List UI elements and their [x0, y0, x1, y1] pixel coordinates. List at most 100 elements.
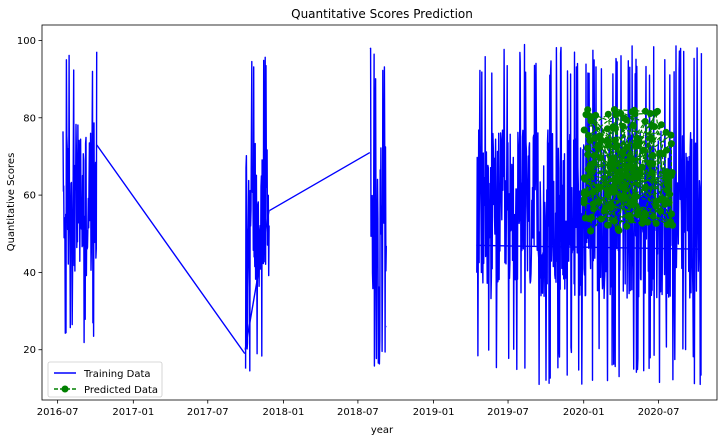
predicted-data-point: [634, 211, 642, 219]
predicted-data-point: [607, 204, 615, 212]
predicted-data-point: [657, 121, 665, 129]
predicted-data-point: [638, 163, 646, 171]
predicted-data-point: [582, 111, 590, 119]
predicted-data-point: [648, 169, 656, 177]
predicted-data-point: [611, 136, 619, 144]
predicted-data-point: [586, 171, 594, 179]
x-tick-label: 2020-07: [638, 407, 680, 418]
predicted-data-point: [644, 218, 651, 226]
predicted-data-point: [619, 122, 627, 130]
predicted-data-point: [659, 150, 667, 158]
legend-label-training: Training Data: [83, 369, 151, 380]
y-tick-label: 60: [23, 191, 36, 202]
predicted-data-point: [624, 143, 631, 151]
predicted-data-point: [596, 183, 604, 191]
x-tick-label: 2018-01: [263, 407, 305, 418]
training-data-connector: [96, 144, 246, 355]
y-tick-label: 40: [23, 268, 36, 279]
x-tick-label: 2017-07: [187, 407, 229, 418]
predicted-data-point: [661, 200, 669, 208]
predicted-data-point: [652, 198, 660, 205]
plot-area: [62, 43, 703, 386]
predicted-data-point: [641, 118, 649, 125]
training-data-connector: [269, 151, 371, 212]
x-tick-label: 2016-07: [37, 407, 79, 418]
x-tick-label: 2019-01: [413, 407, 455, 418]
predicted-data-point: [638, 219, 646, 227]
predicted-data-point: [595, 197, 603, 205]
predicted-data-point: [646, 110, 654, 117]
predicted-data-point: [597, 215, 605, 223]
predicted-data-point: [649, 212, 657, 220]
predicted-data-point: [633, 139, 641, 147]
x-axis-label: year: [371, 425, 394, 436]
plot-frame: [41, 24, 718, 401]
predicted-data-point: [667, 140, 675, 148]
predicted-data-point: [627, 216, 635, 224]
predicted-data-point: [610, 182, 618, 190]
predicted-data-point: [584, 151, 592, 159]
predicted-data-point: [584, 144, 592, 152]
predicted-data-point: [612, 176, 619, 184]
x-tick-label: 2019-07: [487, 407, 529, 418]
chart-title: Quantitative Scores Prediction: [291, 7, 473, 21]
predicted-data-point: [665, 181, 673, 189]
x-tick-label: 2017-01: [112, 407, 154, 418]
y-tick-label: 80: [23, 113, 36, 124]
predicted-data-point: [596, 154, 604, 162]
predicted-data-point: [597, 136, 605, 144]
predicted-data-point: [623, 222, 631, 230]
predicted-data-point: [606, 161, 614, 168]
predicted-data-point: [652, 219, 660, 227]
training-data-connector: [244, 210, 270, 350]
predicted-data-point: [612, 111, 620, 119]
predicted-data-point: [608, 188, 616, 196]
predicted-data-point: [587, 117, 595, 125]
predicted-data-point: [580, 126, 588, 134]
y-axis-label: Quantitative Scores: [6, 153, 17, 252]
training-data-segment: [244, 56, 270, 372]
predicted-data-point: [603, 125, 611, 133]
predicted-data-point: [668, 169, 676, 177]
predicted-data-point: [590, 188, 597, 196]
predicted-data-point: [603, 137, 611, 144]
predicted-data-point: [587, 227, 595, 235]
predicted-data-point: [614, 225, 622, 233]
predicted-data-point: [588, 214, 595, 221]
predicted-data-point: [613, 143, 621, 150]
predicted-data-point: [604, 110, 612, 118]
predicted-data-point: [594, 145, 602, 153]
predicted-data-point: [616, 192, 624, 200]
predicted-data-point: [668, 210, 675, 218]
predicted-data-point: [633, 171, 641, 179]
legend-marker-predicted: [61, 385, 69, 393]
predicted-data-point: [618, 183, 626, 191]
predicted-data-point: [641, 184, 649, 192]
training-data-connector: [476, 244, 702, 250]
predicted-data-point: [580, 174, 588, 182]
predicted-data-point: [587, 166, 595, 174]
predicted-data-point: [611, 217, 618, 225]
predicted-data-point: [611, 124, 619, 132]
predicted-data-point: [639, 146, 647, 154]
training-data-segment: [476, 43, 703, 386]
training-data-segment: [369, 47, 387, 367]
predicted-data-point: [622, 116, 630, 124]
y-axis: 20 40 60 80 100: [17, 36, 42, 356]
predicted-data-point: [590, 152, 598, 160]
predicted-data-point: [628, 155, 636, 163]
predicted-data-point: [604, 221, 611, 229]
predicted-data-point: [626, 162, 634, 169]
predicted-data-point: [629, 198, 637, 206]
predicted-data-point: [585, 132, 592, 139]
predicted-data-point: [632, 192, 640, 200]
predicted-data-point: [580, 196, 588, 203]
predicted-data-point: [641, 211, 649, 219]
predicted-data-point: [619, 149, 627, 157]
predicted-data-point: [649, 152, 657, 159]
predicted-data-point: [623, 170, 631, 178]
predicted-data-point: [649, 160, 657, 168]
legend: Training Data Predicted Data: [47, 361, 163, 398]
legend-box: [47, 361, 163, 398]
